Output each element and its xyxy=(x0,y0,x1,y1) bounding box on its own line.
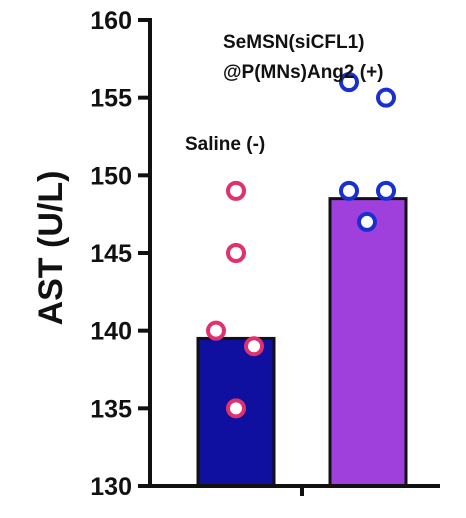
y-tick-label: 130 xyxy=(90,473,132,501)
data-point xyxy=(339,72,359,93)
y-axis: 130 135 140 145 150 155 160 xyxy=(90,7,440,501)
data-point xyxy=(339,180,359,201)
y-tick-label: 145 xyxy=(90,240,132,268)
y-tick-label: 140 xyxy=(90,318,132,346)
data-points xyxy=(206,72,396,419)
y-tick-label: 135 xyxy=(90,395,132,423)
data-point xyxy=(244,336,264,357)
data-point xyxy=(357,211,377,232)
y-tick-label: 150 xyxy=(90,162,132,190)
y-axis-label: AST (U/L) xyxy=(32,171,70,326)
group-label-2: SeMSN(siCFL1) xyxy=(223,32,364,53)
data-point xyxy=(226,398,246,419)
bar-2 xyxy=(328,197,408,488)
group-label-2: @P(MNs)Ang2 (+) xyxy=(223,62,384,83)
y-tick-label: 155 xyxy=(90,85,132,113)
y-tick-label: 160 xyxy=(90,7,132,35)
data-point xyxy=(226,180,246,201)
group-label-1: Saline (-) xyxy=(185,134,265,155)
data-point xyxy=(376,180,396,201)
group-labels: Saline (-) SeMSN(siCFL1) @P(MNs)Ang2 (+) xyxy=(185,32,384,155)
data-point xyxy=(206,320,226,341)
bars xyxy=(196,197,408,488)
data-point xyxy=(226,243,246,263)
data-point xyxy=(376,87,396,108)
